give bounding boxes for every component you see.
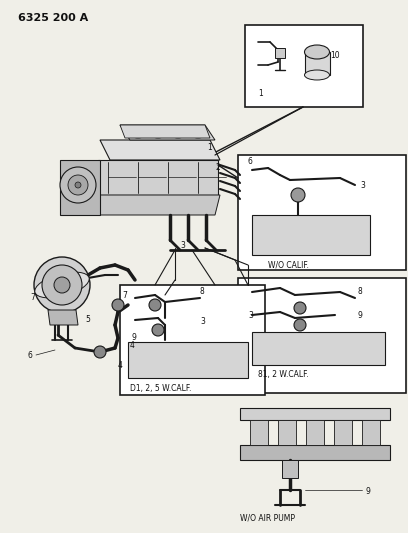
- Polygon shape: [362, 420, 380, 445]
- Text: W/O AIR PUMP: W/O AIR PUMP: [240, 513, 295, 522]
- Text: 4: 4: [130, 341, 135, 350]
- Text: 3: 3: [248, 311, 253, 319]
- Ellipse shape: [35, 272, 89, 298]
- Bar: [120, 285, 265, 395]
- Text: 5: 5: [85, 316, 90, 325]
- Ellipse shape: [189, 128, 207, 138]
- Text: 3: 3: [360, 181, 365, 190]
- Polygon shape: [306, 420, 324, 445]
- Circle shape: [75, 182, 81, 188]
- Text: 2: 2: [215, 164, 220, 173]
- Circle shape: [54, 277, 70, 293]
- Text: W/O CALIF.: W/O CALIF.: [268, 261, 309, 270]
- Text: 3: 3: [200, 318, 205, 327]
- Ellipse shape: [304, 70, 330, 80]
- Polygon shape: [240, 408, 390, 420]
- Text: 9: 9: [365, 488, 370, 497]
- Text: 6: 6: [28, 351, 33, 359]
- Polygon shape: [98, 160, 218, 195]
- Text: 3: 3: [180, 240, 185, 249]
- Circle shape: [294, 302, 306, 314]
- Text: 4: 4: [118, 360, 123, 369]
- Polygon shape: [240, 445, 390, 460]
- Circle shape: [294, 319, 306, 331]
- Text: 8: 8: [358, 287, 363, 296]
- Ellipse shape: [149, 128, 167, 138]
- Text: 10: 10: [330, 52, 339, 61]
- Polygon shape: [250, 420, 268, 445]
- Text: 81, 2 W.CALF.: 81, 2 W.CALF.: [258, 370, 308, 379]
- Circle shape: [42, 265, 82, 305]
- Polygon shape: [100, 140, 220, 160]
- Circle shape: [34, 257, 90, 313]
- Ellipse shape: [129, 128, 147, 138]
- Polygon shape: [282, 460, 298, 478]
- Text: 1: 1: [258, 88, 263, 98]
- Polygon shape: [334, 420, 352, 445]
- Ellipse shape: [169, 128, 187, 138]
- Text: 7: 7: [30, 294, 35, 303]
- Text: 9: 9: [358, 311, 363, 319]
- Polygon shape: [95, 195, 220, 215]
- Polygon shape: [60, 160, 100, 215]
- Polygon shape: [275, 48, 285, 58]
- Circle shape: [68, 175, 88, 195]
- Polygon shape: [252, 332, 385, 365]
- Text: 6325 200 A: 6325 200 A: [18, 13, 88, 23]
- Circle shape: [60, 167, 96, 203]
- Text: 8: 8: [200, 287, 205, 296]
- Polygon shape: [278, 420, 296, 445]
- Bar: [245, 25, 363, 107]
- Text: D1, 2, 5 W.CALF.: D1, 2, 5 W.CALF.: [130, 384, 191, 392]
- Bar: [238, 278, 406, 393]
- Circle shape: [149, 299, 161, 311]
- Text: 7: 7: [122, 290, 127, 300]
- Text: 1: 1: [207, 143, 212, 152]
- Polygon shape: [120, 125, 210, 138]
- Ellipse shape: [304, 45, 330, 59]
- Polygon shape: [128, 342, 248, 378]
- Circle shape: [112, 299, 124, 311]
- Circle shape: [152, 324, 164, 336]
- Polygon shape: [252, 215, 370, 255]
- Polygon shape: [305, 52, 330, 75]
- Circle shape: [291, 188, 305, 202]
- Text: 9: 9: [132, 334, 137, 343]
- Polygon shape: [48, 310, 78, 325]
- Bar: [238, 155, 406, 270]
- Text: 6: 6: [248, 157, 253, 166]
- Polygon shape: [120, 125, 215, 140]
- Circle shape: [94, 346, 106, 358]
